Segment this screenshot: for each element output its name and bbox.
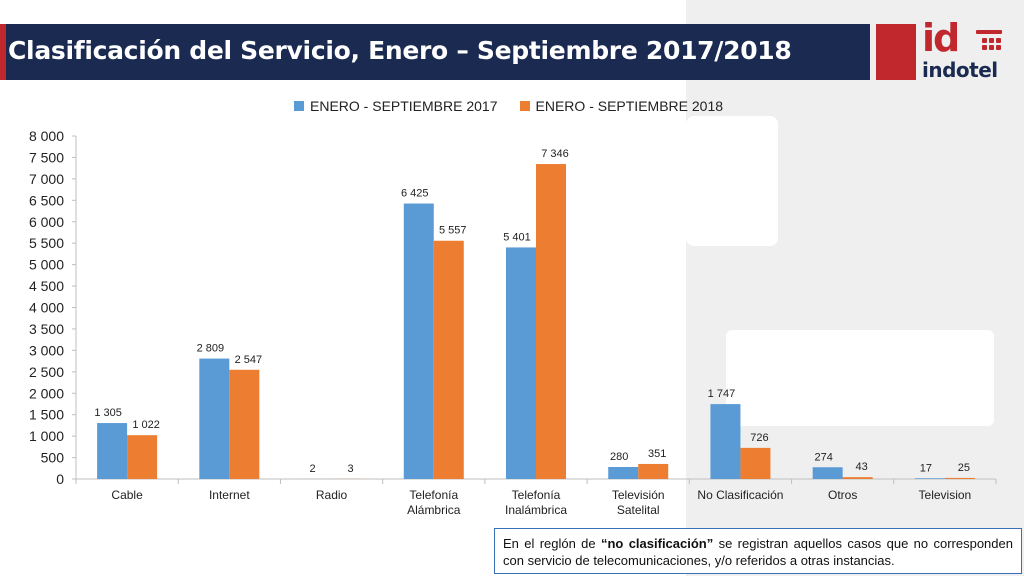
y-tick-label: 4 000 [29, 300, 64, 316]
y-tick-label: 0 [56, 471, 64, 487]
background-panel [686, 0, 1024, 576]
page-title: Clasificación del Servicio, Enero – Sept… [8, 36, 792, 65]
x-tick-label: Radio [316, 488, 348, 502]
x-tick-label: Cable [111, 488, 143, 502]
note-text-bold: “no clasificación” [600, 536, 714, 551]
data-label: 1 747 [708, 388, 736, 400]
x-tick-label-line: Internet [209, 488, 250, 502]
x-tick-label-line: Satelital [617, 503, 660, 517]
legend-swatch-2017 [294, 101, 304, 111]
bar [199, 358, 230, 479]
chart-legend: ENERO - SEPTIEMBRE 2017 ENERO - SEPTIEMB… [294, 96, 723, 116]
legend-swatch-2018 [519, 101, 530, 111]
y-tick-label: 2 500 [29, 364, 64, 380]
x-tick-label: No Clasificación [697, 488, 783, 502]
legend-item-2018: ENERO - SEPTIEMBRE 2018 [519, 98, 724, 114]
x-tick-label-line: No Clasificación [697, 488, 783, 502]
x-tick-label-line: Inalámbrica [505, 503, 567, 517]
legend-item-2017: ENERO - SEPTIEMBRE 2017 [294, 98, 498, 114]
x-tick-label: Television [919, 488, 972, 502]
y-tick-label: 5 000 [29, 257, 64, 273]
background-card [726, 330, 994, 426]
x-tick-label-line: Otros [828, 488, 857, 502]
background-card [686, 116, 778, 246]
x-tick-label: Telefonía Inalámbrica [505, 488, 567, 517]
y-tick-label: 7 000 [29, 171, 64, 187]
y-tick-label: 5 500 [29, 235, 64, 251]
note-box: En el reglón de “no clasificación” se re… [494, 528, 1022, 574]
data-label: 1 305 [94, 407, 122, 419]
y-tick-label: 1 000 [29, 428, 64, 444]
bar [710, 404, 741, 479]
data-label: 2 [309, 463, 315, 475]
legend-label-2017: ENERO - SEPTIEMBRE 2017 [310, 98, 498, 114]
data-label: 274 [814, 451, 832, 463]
y-tick-label: 6 500 [29, 192, 64, 208]
x-tick-label: Telefonía Alámbrica [407, 488, 461, 517]
bar [433, 240, 464, 479]
data-label: 2 547 [235, 354, 263, 366]
logo-grid-icon [976, 30, 1002, 52]
y-tick-label: 8 000 [29, 128, 64, 144]
bar [812, 467, 843, 479]
legend-label-2018: ENERO - SEPTIEMBRE 2018 [535, 98, 724, 114]
bar [229, 369, 260, 479]
bar [638, 463, 669, 479]
bar [608, 466, 639, 479]
bar [97, 423, 128, 479]
x-tick-label: Otros [828, 488, 857, 502]
y-tick-label: 6 000 [29, 214, 64, 230]
x-tick-label-line: Alámbrica [407, 503, 461, 517]
bar [127, 435, 158, 479]
data-label: 7 346 [541, 148, 569, 160]
x-tick-label-line: Cable [111, 488, 143, 502]
data-label: 25 [958, 462, 970, 474]
y-tick-label: 7 500 [29, 149, 64, 165]
logo-name-text: indotel [922, 58, 998, 82]
y-tick-label: 2 000 [29, 385, 64, 401]
y-tick-label: 500 [41, 450, 65, 466]
data-label: 726 [750, 432, 768, 444]
x-tick-label: Televisión Satelital [612, 488, 665, 517]
note-text-after: se registran aquellos casos que no corre… [503, 536, 1013, 568]
data-label: 17 [920, 462, 932, 474]
logo-red-block [876, 24, 916, 80]
data-label: 6 425 [401, 188, 429, 200]
bar [403, 203, 434, 479]
y-tick-label: 3 500 [29, 321, 64, 337]
title-accent [0, 24, 6, 80]
data-label: 5 401 [503, 231, 531, 243]
bar [740, 447, 771, 479]
bar [506, 247, 536, 479]
bar [536, 164, 566, 479]
y-tick-label: 1 500 [29, 407, 64, 423]
x-tick-label-line: Television [919, 488, 972, 502]
data-label: 5 557 [439, 225, 467, 237]
data-label: 43 [856, 461, 868, 473]
title-bar: Clasificación del Servicio, Enero – Sept… [0, 24, 870, 80]
note-text-before: En el reglón de [503, 536, 601, 551]
x-tick-label-line: Radio [316, 488, 348, 502]
x-tick-label-line: Televisión [612, 488, 665, 502]
x-tick-label-line: Telefonía [409, 488, 458, 502]
y-tick-label: 4 500 [29, 278, 64, 294]
bar [944, 477, 975, 479]
logo-id-text: id [922, 16, 960, 60]
data-label: 280 [610, 451, 628, 463]
x-tick-label: Internet [209, 488, 250, 502]
data-label: 1 022 [132, 419, 160, 431]
data-label: 3 [347, 463, 353, 475]
bar [842, 477, 873, 479]
y-tick-label: 3 000 [29, 342, 64, 358]
data-label: 2 809 [197, 343, 225, 355]
data-label: 351 [648, 448, 666, 460]
bar [914, 478, 945, 479]
x-tick-label-line: Telefonía [512, 488, 561, 502]
